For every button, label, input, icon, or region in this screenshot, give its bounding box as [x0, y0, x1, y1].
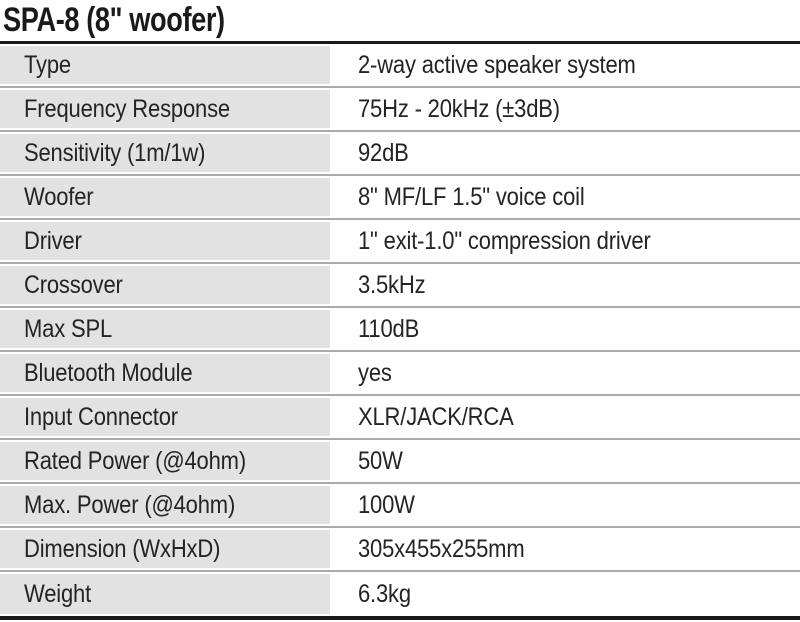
spec-label: Max. Power (@4ohm) [24, 490, 236, 519]
spec-value: 50W [358, 446, 403, 475]
table-row: Type 2-way active speaker system [0, 44, 800, 88]
spec-label: Woofer [24, 182, 94, 211]
table-row: Bluetooth Module yes [0, 352, 800, 396]
spec-label-cell: Weight [0, 572, 330, 616]
spec-label: Input Connector [24, 402, 178, 431]
spec-value-cell: 6.3kg [330, 572, 800, 616]
spec-label: Crossover [24, 270, 123, 299]
spec-value-cell: 92dB [330, 132, 800, 174]
spec-label-cell: Dimension (WxHxD) [0, 528, 330, 570]
table-row: Weight 6.3kg [0, 572, 800, 616]
spec-value: 110dB [358, 314, 420, 343]
table-row: Rated Power (@4ohm) 50W [0, 440, 800, 484]
spec-value-cell: XLR/JACK/RCA [330, 396, 800, 438]
page-title-text: SPA-8 (8" woofer) [3, 1, 225, 39]
spec-label-cell: Sensitivity (1m/1w) [0, 132, 330, 174]
spec-label-cell: Frequency Response [0, 88, 330, 130]
spec-value: 305x455x255mm [358, 534, 525, 563]
spec-value-cell: yes [330, 352, 800, 394]
spec-value-cell: 2-way active speaker system [330, 44, 800, 86]
spec-value: 1" exit-1.0" compression driver [358, 226, 651, 255]
spec-value: 100W [358, 490, 415, 519]
spec-value: 2-way active speaker system [358, 50, 636, 79]
table-row: Frequency Response 75Hz - 20kHz (±3dB) [0, 88, 800, 132]
table-row: Driver 1" exit-1.0" compression driver [0, 220, 800, 264]
spec-label-cell: Rated Power (@4ohm) [0, 440, 330, 482]
spec-label: Frequency Response [24, 94, 230, 123]
spec-value-cell: 1" exit-1.0" compression driver [330, 220, 800, 262]
table-row: Max SPL 110dB [0, 308, 800, 352]
spec-label-cell: Driver [0, 220, 330, 262]
spec-label: Weight [24, 579, 92, 608]
spec-label-cell: Woofer [0, 176, 330, 218]
spec-label: Sensitivity (1m/1w) [24, 138, 206, 167]
page-title: SPA-8 (8" woofer) [0, 0, 800, 41]
spec-value: XLR/JACK/RCA [358, 402, 514, 431]
spec-label: Type [24, 50, 71, 79]
spec-label-cell: Crossover [0, 264, 330, 306]
spec-value: 8" MF/LF 1.5" voice coil [358, 182, 585, 211]
spec-label: Rated Power (@4ohm) [24, 446, 246, 475]
spec-value: 75Hz - 20kHz (±3dB) [358, 94, 560, 123]
spec-table-body: Type 2-way active speaker system Frequen… [0, 44, 800, 616]
table-row: Woofer 8" MF/LF 1.5" voice coil [0, 176, 800, 220]
spec-value: 92dB [358, 138, 409, 167]
table-row: Crossover 3.5kHz [0, 264, 800, 308]
spec-value: 6.3kg [358, 579, 411, 608]
spec-value-cell: 8" MF/LF 1.5" voice coil [330, 176, 800, 218]
spec-value: yes [358, 358, 392, 387]
spec-value-cell: 75Hz - 20kHz (±3dB) [330, 88, 800, 130]
spec-label-cell: Bluetooth Module [0, 352, 330, 394]
spec-label-cell: Max. Power (@4ohm) [0, 484, 330, 526]
table-row: Sensitivity (1m/1w) 92dB [0, 132, 800, 176]
table-row: Max. Power (@4ohm) 100W [0, 484, 800, 528]
spec-value-cell: 305x455x255mm [330, 528, 800, 570]
spec-label-cell: Input Connector [0, 396, 330, 438]
spec-value-cell: 3.5kHz [330, 264, 800, 306]
spec-table: Type 2-way active speaker system Frequen… [0, 41, 800, 620]
spec-value-cell: 110dB [330, 308, 800, 350]
spec-value-cell: 100W [330, 484, 800, 526]
spec-label: Bluetooth Module [24, 358, 193, 387]
spec-label: Driver [24, 226, 82, 255]
spec-label-cell: Type [0, 44, 330, 86]
spec-value-cell: 50W [330, 440, 800, 482]
spec-label: Dimension (WxHxD) [24, 534, 221, 563]
spec-value: 3.5kHz [358, 270, 426, 299]
spec-label: Max SPL [24, 314, 113, 343]
spec-label-cell: Max SPL [0, 308, 330, 350]
table-row: Dimension (WxHxD) 305x455x255mm [0, 528, 800, 572]
table-row: Input Connector XLR/JACK/RCA [0, 396, 800, 440]
